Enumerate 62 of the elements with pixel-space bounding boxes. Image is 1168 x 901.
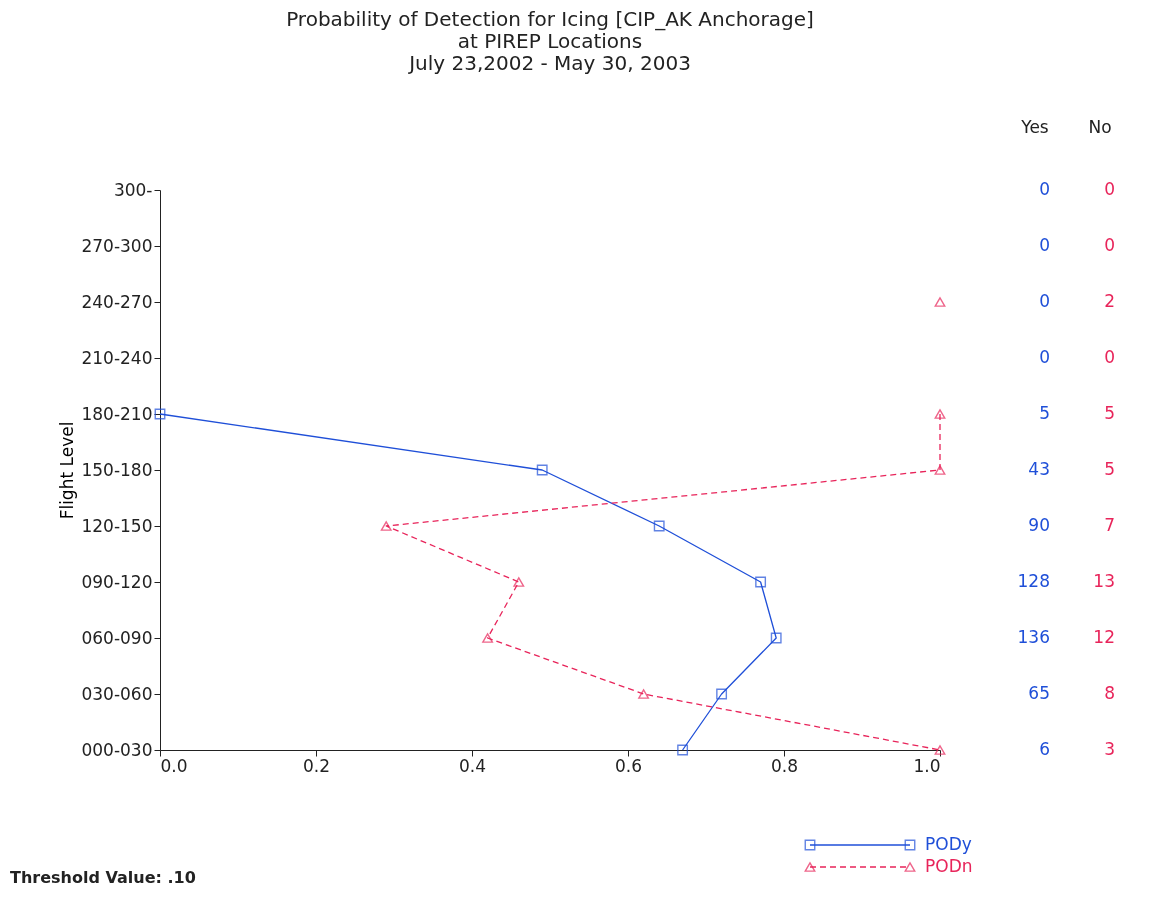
point [536,464,548,476]
text: 128 [1017,571,1050,591]
point [934,409,946,419]
y-tick-label: 180-210 [81,403,153,424]
text: 13 [1093,571,1115,591]
text: 6 [1039,739,1050,759]
y-tick-label: 300- [113,179,153,200]
text: No [1088,117,1112,137]
text: 90 [1028,515,1050,535]
point [638,689,650,699]
text: July 23,2002 - May 30, 2003 [409,51,691,75]
point [653,520,665,532]
point [677,744,689,756]
y-tick-label: 090-120 [81,571,153,592]
point [482,633,494,643]
text: 0 [1104,179,1115,199]
point [770,632,782,644]
legend-label: PODn [925,856,973,876]
text: 2 [1104,291,1115,311]
legend-label: PODy [925,834,972,854]
y-tick-label: 240-270 [81,291,153,312]
text: 43 [1028,459,1050,479]
x-tick-label: 0.4 [458,755,487,776]
text: 5 [1104,403,1115,423]
point [934,297,946,307]
x-tick-label: 0.8 [770,755,799,776]
x-tick-label: 0.0 [160,755,188,776]
y-tick-label: 270-300 [81,235,153,256]
text: 0 [1039,179,1050,199]
y-tick-label: 210-240 [81,347,153,368]
text: 0 [1039,291,1050,311]
text: 8 [1104,683,1115,703]
y-tick-label: 120-150 [81,515,153,536]
x-tick-label: 1.0 [913,755,941,776]
point [755,576,767,588]
text: 5 [1039,403,1050,423]
text: Probability of Detection for Icing [CIP_AK Anchorage] [286,7,814,31]
text: 0 [1104,347,1115,367]
point [513,577,525,587]
text: Yes [1020,117,1049,137]
text: Threshold Value: .10 [10,868,196,887]
x-tick-label: 0.2 [302,755,331,776]
y-tick-label: 060-090 [81,627,153,648]
text: 65 [1028,683,1050,703]
text: 3 [1104,739,1115,759]
text: at PIREP Locations [457,29,643,53]
point [380,521,392,531]
text: 5 [1104,459,1115,479]
y-tick-label: 000-030 [81,739,153,760]
y-axis-title: Flight Level [57,421,78,520]
text: 7 [1104,515,1115,535]
point [154,408,166,420]
text: 0 [1104,235,1115,255]
y-tick-label: 150-180 [81,459,153,480]
point [716,688,728,700]
text: 12 [1093,627,1115,647]
text: 0 [1039,347,1050,367]
text: 136 [1017,627,1050,647]
x-tick-label: 0.6 [614,755,643,776]
y-tick-label: 030-060 [81,683,153,704]
point [934,465,946,475]
text: 0 [1039,235,1050,255]
